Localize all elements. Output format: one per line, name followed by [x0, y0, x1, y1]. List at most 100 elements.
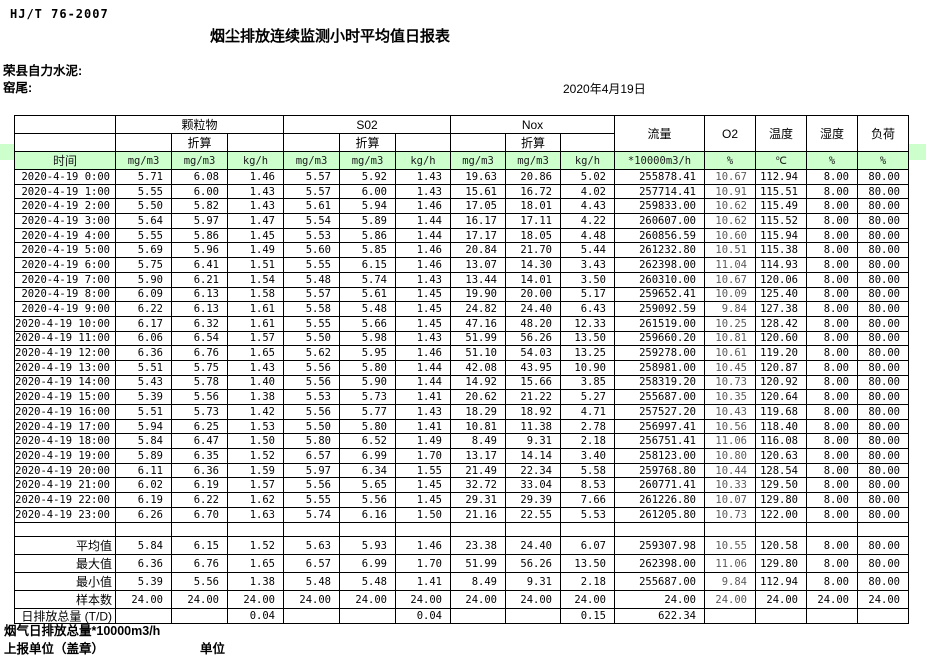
- value-cell: 10.35: [704, 389, 756, 405]
- footer-signature-row: 上报单位（盖章） 单位: [4, 638, 225, 657]
- value-cell: 6.36: [171, 462, 228, 479]
- summary-value-cell: 24.00: [339, 590, 396, 609]
- value-cell: 5.50: [283, 330, 340, 347]
- value-cell: 122.00: [755, 506, 807, 523]
- value-cell: 1.51: [227, 257, 284, 273]
- value-cell: 127.38: [755, 301, 807, 317]
- unit-cell: kg/h: [560, 151, 615, 170]
- unit-cell: %: [806, 151, 858, 170]
- value-cell: 19.63: [450, 169, 506, 185]
- summary-row: 样本数 24.00 24.00 24.00 24.00 24.00 24.00 24.00 24…: [14, 590, 909, 609]
- value-cell: 80.00: [857, 198, 909, 215]
- value-cell: 8.00: [806, 374, 858, 391]
- value-cell: 255878.41: [614, 169, 705, 185]
- table-row: 2020-4-19 2:00 5.50 5.82 1.43 5.61 5.94 1.46 17…: [14, 198, 909, 215]
- summary-value-cell: [339, 608, 396, 624]
- summary-row: 最大值 6.36 6.76 1.65 6.57 6.99 1.70 51.99 56.26 13.…: [14, 554, 909, 573]
- value-cell: 13.07: [450, 257, 506, 273]
- table-row: 2020-4-19 5:00 5.69 5.96 1.49 5.60 5.85 1.46 20…: [14, 242, 909, 259]
- value-cell: 9.84: [704, 301, 756, 317]
- converted-header-cell: 折算: [339, 133, 396, 152]
- value-cell: 6.16: [339, 506, 396, 523]
- value-cell: 5.77: [339, 404, 396, 420]
- summary-value-cell: 0.15: [560, 608, 615, 624]
- value-cell: 2.18: [560, 433, 615, 450]
- value-cell: 32.72: [450, 477, 506, 494]
- empty-cell: [283, 521, 340, 538]
- summary-value-cell: 112.94: [755, 572, 807, 591]
- table-row: 2020-4-19 1:00 5.55 6.00 1.43 5.57 6.00 1.43 15…: [14, 183, 909, 200]
- summary-value-cell: 6.57: [283, 554, 340, 573]
- value-cell: 255687.00: [614, 389, 705, 405]
- value-cell: 8.00: [806, 227, 858, 244]
- value-cell: 11.04: [704, 257, 756, 273]
- value-cell: 5.17: [560, 286, 615, 303]
- value-cell: 5.58: [283, 301, 340, 317]
- value-cell: 5.97: [283, 462, 340, 479]
- green-row-right-stub: [909, 144, 926, 160]
- value-cell: 6.43: [560, 301, 615, 317]
- value-cell: 5.50: [283, 418, 340, 435]
- summary-value-cell: 5.48: [339, 572, 396, 591]
- value-cell: 5.51: [115, 359, 172, 376]
- value-cell: 21.70: [505, 242, 561, 259]
- value-cell: 261226.80: [614, 492, 705, 508]
- value-cell: 1.65: [227, 345, 284, 361]
- value-cell: 5.53: [283, 389, 340, 405]
- value-cell: 10.56: [704, 418, 756, 435]
- value-cell: 1.57: [227, 477, 284, 494]
- value-cell: 17.05: [450, 198, 506, 215]
- summary-value-cell: 24.00: [505, 590, 561, 609]
- value-cell: 1.38: [227, 389, 284, 405]
- table-row: 2020-4-19 13:00 5.51 5.75 1.43 5.56 5.80 1.44 4…: [14, 359, 909, 376]
- value-cell: 5.71: [115, 169, 172, 185]
- blank-subheader-cell: [227, 133, 284, 152]
- value-cell: 1.49: [227, 242, 284, 259]
- value-cell: 8.00: [806, 477, 858, 494]
- value-cell: 5.80: [283, 433, 340, 450]
- value-cell: 11.38: [505, 418, 561, 435]
- group-header-cell: 颗粒物: [115, 115, 284, 134]
- value-cell: 5.51: [115, 404, 172, 420]
- value-cell: 1.43: [395, 330, 451, 347]
- value-cell: 6.70: [171, 506, 228, 523]
- value-cell: 260771.41: [614, 477, 705, 494]
- summary-value-cell: 8.00: [806, 572, 858, 591]
- value-cell: 1.43: [395, 271, 451, 288]
- value-cell: 1.55: [395, 462, 451, 479]
- value-cell: 5.65: [339, 477, 396, 494]
- value-cell: 10.62: [704, 213, 756, 229]
- value-cell: 10.91: [704, 183, 756, 200]
- value-cell: 5.73: [339, 389, 396, 405]
- value-cell: 8.00: [806, 359, 858, 376]
- value-cell: 1.43: [227, 359, 284, 376]
- value-cell: 80.00: [857, 418, 909, 435]
- value-cell: 4.02: [560, 183, 615, 200]
- value-cell: 15.66: [505, 374, 561, 391]
- value-cell: 13.25: [560, 345, 615, 361]
- unit-cell: mg/m3: [283, 151, 340, 170]
- value-cell: 5.56: [283, 477, 340, 494]
- summary-value-cell: [755, 608, 807, 624]
- value-cell: 5.57: [283, 286, 340, 303]
- summary-value-cell: 10.55: [704, 536, 756, 555]
- value-cell: 5.75: [115, 257, 172, 273]
- value-cell: 8.00: [806, 330, 858, 347]
- value-cell: 5.55: [283, 257, 340, 273]
- value-cell: 1.41: [395, 389, 451, 405]
- empty-cell: [115, 521, 172, 538]
- value-cell: 115.94: [755, 227, 807, 244]
- summary-value-cell: 56.26: [505, 554, 561, 573]
- value-cell: 112.94: [755, 169, 807, 185]
- summary-value-cell: 1.46: [395, 536, 451, 555]
- value-cell: 16.17: [450, 213, 506, 229]
- value-cell: 80.00: [857, 169, 909, 185]
- time-cell: 2020-4-19 15:00: [14, 389, 116, 405]
- value-cell: 5.27: [560, 389, 615, 405]
- value-cell: 10.60: [704, 227, 756, 244]
- value-cell: 125.40: [755, 286, 807, 303]
- value-cell: 80.00: [857, 301, 909, 317]
- value-cell: 13.50: [560, 330, 615, 347]
- station-name: 窑尾:: [3, 81, 33, 95]
- value-cell: 10.73: [704, 506, 756, 523]
